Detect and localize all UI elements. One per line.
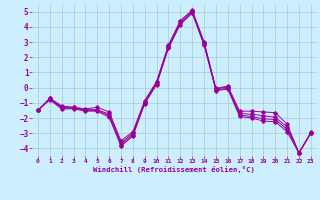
X-axis label: Windchill (Refroidissement éolien,°C): Windchill (Refroidissement éolien,°C) xyxy=(93,166,255,173)
